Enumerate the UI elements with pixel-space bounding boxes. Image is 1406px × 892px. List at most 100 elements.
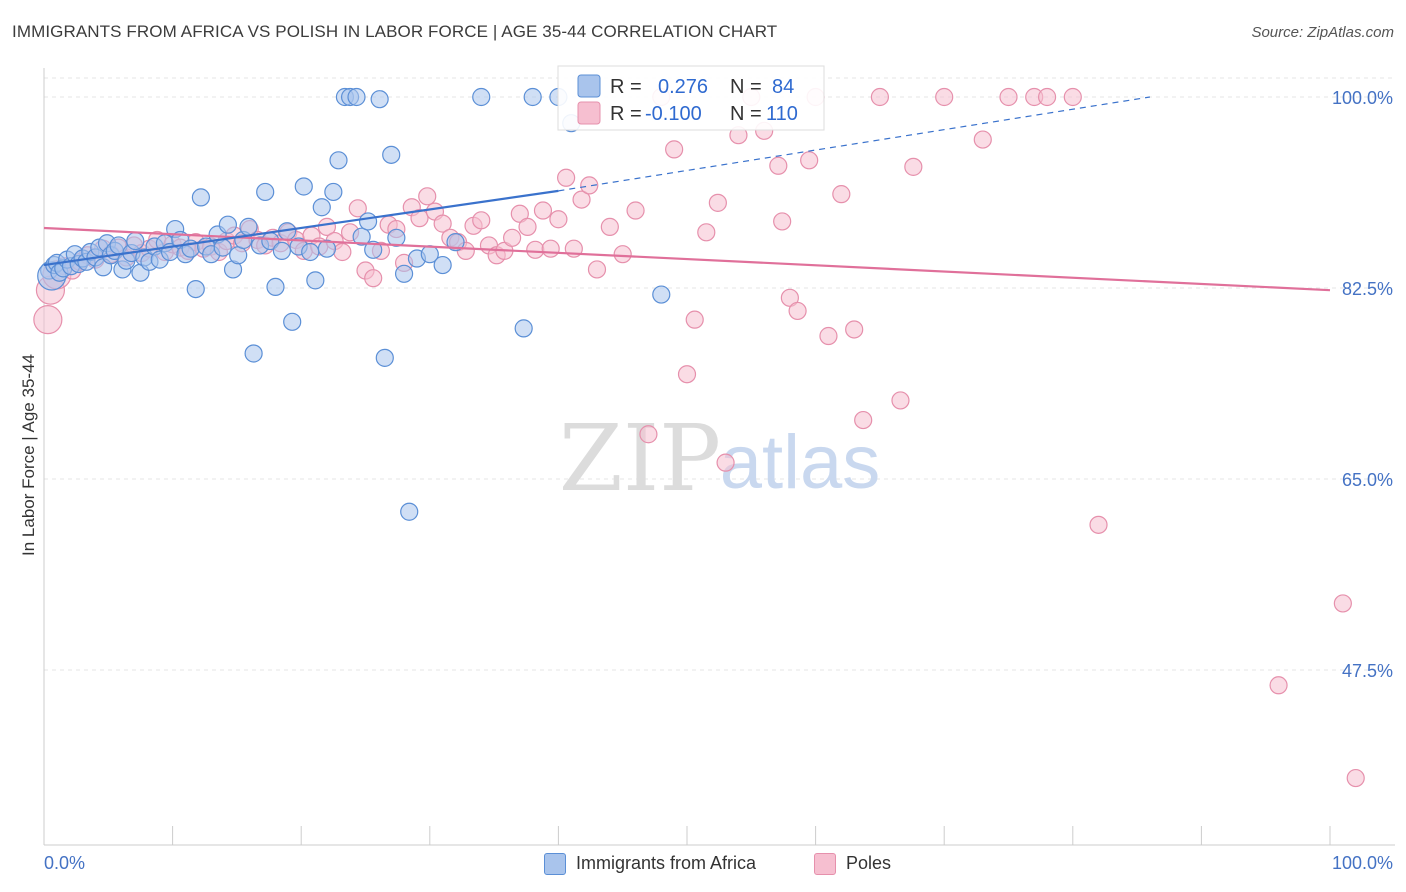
africa-point-72: [394, 264, 414, 283]
africa-point-65: [352, 227, 371, 246]
poles-point-82: [708, 193, 727, 212]
poles-point-78: [665, 140, 684, 159]
legend-box: [557, 65, 825, 131]
poles-point-104: [1037, 87, 1057, 107]
legend-n-label-1: N =: [730, 76, 762, 98]
poles-point-75: [626, 201, 645, 220]
africa-point-56: [301, 242, 320, 262]
poles-point-65: [533, 201, 553, 220]
y-axis-title: In Labor Force | Age 35-44: [19, 354, 38, 556]
africa-point-57: [306, 271, 325, 290]
africa-point-53: [283, 312, 302, 331]
poles-point-97: [870, 87, 890, 107]
bottom-legend: Immigrants from Africa Poles: [0, 850, 1406, 880]
legend-n-value-1: 84: [772, 76, 794, 98]
poles-point-61: [503, 228, 522, 247]
poles-point-68: [557, 168, 576, 187]
africa-point-83: [652, 285, 671, 304]
legend-r-label-2: R =: [610, 103, 642, 125]
africa-point-50: [266, 277, 285, 297]
africa-point-60: [324, 182, 343, 202]
watermark-zip: ZIP: [559, 405, 721, 512]
poles-point-109: [1346, 768, 1365, 788]
poles-point-93: [819, 326, 838, 346]
africa-point-67: [364, 240, 383, 259]
africa-point-68: [370, 90, 389, 109]
poles-point-100: [935, 87, 954, 107]
africa-point-59: [317, 239, 337, 258]
africa-point-48: [256, 182, 275, 202]
africa-point-58: [312, 198, 331, 217]
africa-point-69: [375, 348, 394, 367]
grid-lines: [44, 77, 1395, 671]
poles-point-49: [410, 209, 429, 228]
africa-point-43: [229, 246, 248, 265]
legend-swatch-poles: [577, 101, 601, 125]
poles-point-71: [580, 176, 599, 195]
poles-point-67: [549, 210, 568, 229]
legend-n-label-2: N =: [730, 103, 762, 125]
africa-point-80: [523, 87, 542, 107]
poles-point-102: [999, 87, 1018, 107]
legend-r-value-1: 0.276: [658, 76, 708, 98]
africa-point-64: [347, 87, 366, 107]
poles-point-73: [600, 217, 619, 236]
africa-point-77: [446, 233, 465, 252]
bottom-legend-label-africa: Immigrants from Africa: [576, 853, 757, 873]
poles-point-64: [526, 240, 545, 259]
africa-point-45: [239, 217, 258, 236]
poles-point-91: [800, 151, 819, 170]
bottom-legend-swatch-poles: [814, 853, 836, 875]
poles-point-99: [904, 157, 923, 176]
trend-line-africa-extension: [558, 96, 1151, 192]
poles-point-66: [541, 239, 560, 258]
poles-point-70: [572, 190, 591, 209]
africa-point-66: [358, 212, 378, 231]
africa-point-46: [244, 344, 263, 363]
africa-point-79: [514, 319, 533, 338]
top-legend: R = 0.276 N = 84 R = -0.100 N = 110: [557, 65, 825, 131]
poles-point-90: [788, 301, 807, 321]
axes: [43, 68, 1395, 846]
africa-point-71: [387, 228, 406, 247]
poles-point-72: [587, 260, 607, 279]
y-tick-label-1: 65.0%: [1342, 470, 1393, 490]
poles-point-98: [891, 391, 910, 410]
source-credit: Source: ZipAtlas.com: [1251, 24, 1394, 41]
poles-point-79: [677, 365, 697, 384]
africa-point-73: [400, 502, 419, 521]
poles-point-108: [1333, 594, 1352, 613]
africa-point-55: [294, 177, 313, 196]
y-tick-label-2: 82.5%: [1342, 279, 1393, 299]
poles-point-81: [697, 223, 716, 242]
africa-point-41: [218, 215, 237, 234]
poles-point-41: [348, 199, 367, 218]
africa-point-70: [382, 145, 401, 164]
legend-r-value-2: -0.100: [645, 103, 702, 125]
africa-point-36: [191, 188, 210, 207]
poles-point-0: [33, 305, 63, 335]
poles-point-76: [639, 425, 658, 444]
poles-point-96: [854, 410, 873, 430]
africa-point-40: [213, 238, 232, 257]
poles-point-105: [1063, 87, 1082, 107]
africa-point-35: [186, 279, 205, 299]
poles-point-88: [773, 212, 792, 231]
legend-swatch-africa: [577, 74, 601, 98]
trend-line-africa: [43, 189, 559, 267]
africa-point-51: [272, 241, 292, 260]
chart-title: IMMIGRANTS FROM AFRICA VS POLISH IN LABO…: [12, 22, 778, 41]
x-tick-label-1: 100.0%: [1332, 853, 1393, 873]
legend-n-value-2: 110: [766, 103, 798, 125]
poles-point-107: [1269, 676, 1288, 695]
poles-point-43: [364, 269, 383, 288]
africa-point-61: [329, 151, 348, 170]
poles-point-57: [472, 211, 491, 230]
poles-point-106: [1089, 515, 1108, 534]
y-tick-label-3: 100.0%: [1332, 88, 1393, 108]
poles-point-87: [769, 156, 788, 175]
poles-point-95: [845, 320, 864, 339]
poles-point-80: [685, 310, 704, 329]
poles-point-39: [333, 242, 352, 262]
